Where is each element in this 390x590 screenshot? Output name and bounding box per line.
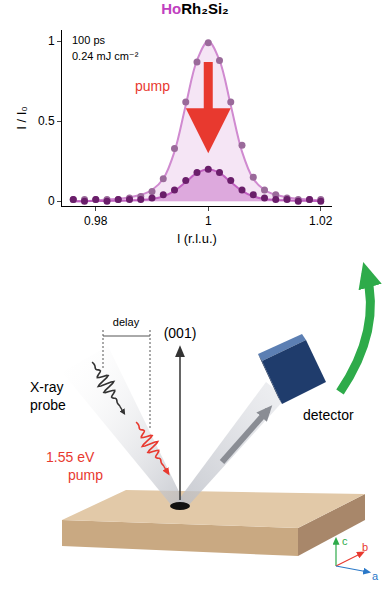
svg-text:(001): (001) [164,325,197,341]
svg-text:pump: pump [135,78,170,94]
svg-text:0.24 mJ cm⁻²: 0.24 mJ cm⁻² [72,50,139,62]
svg-text:a: a [372,570,379,582]
svg-text:b: b [362,541,368,553]
svg-text:1.02: 1.02 [309,214,333,228]
svg-text:1.55 eV: 1.55 eV [46,449,95,465]
svg-text:delay: delay [113,316,140,328]
svg-text:pump: pump [68,467,103,483]
svg-text:X-ray: X-ray [30,379,63,395]
svg-text:probe: probe [30,397,66,413]
svg-text:0.98: 0.98 [84,214,108,228]
svg-text:c: c [342,535,348,547]
svg-text:HoRh₂Si₂: HoRh₂Si₂ [161,0,229,17]
svg-text:l (r.l.u.): l (r.l.u.) [177,231,217,246]
svg-text:100 ps: 100 ps [72,34,106,46]
svg-text:1: 1 [205,214,212,228]
svg-text:1: 1 [48,34,55,48]
svg-text:I / I₀: I / I₀ [14,106,29,129]
svg-text:0.5: 0.5 [38,114,55,128]
svg-text:detector: detector [303,407,354,423]
svg-text:0: 0 [48,194,55,208]
